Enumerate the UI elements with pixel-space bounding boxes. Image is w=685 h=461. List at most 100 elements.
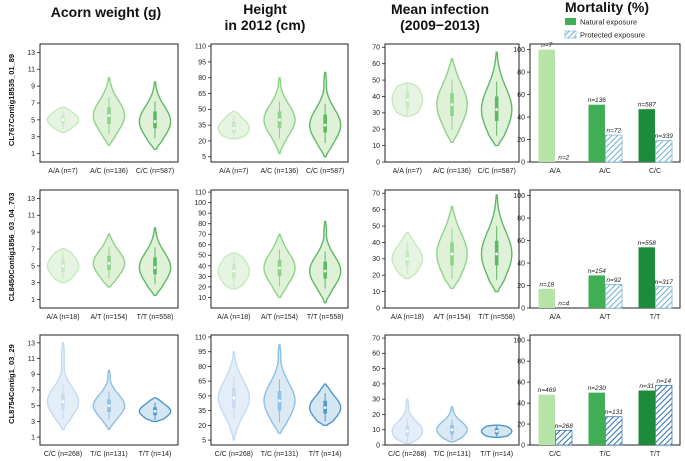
n-label-protected: n=268 [555,423,574,430]
bar-protected-A/C [605,134,623,163]
violin-median [450,252,454,256]
y-tick-label: 10 [372,427,380,434]
n-label-protected: n=4 [558,301,569,308]
x-tick-label: T/T (n=14) [309,451,342,458]
y-tick-label: 30 [198,274,206,281]
y-tick-label: 60 [372,351,380,358]
x-tick-label: T/T (n=558) [307,314,344,321]
panel-r1-c2: 0 10 20 30 40 50 60 70 A/A (n=18) A/T (n=154) T/T … [372,189,520,321]
legend-natural-label: Natural exposure [580,18,637,27]
violin-median [61,118,65,122]
violin-median [61,264,65,268]
x-tick-label: C/C (n=587) [136,168,174,175]
violin-median [495,108,499,111]
y-tick-label: 0 [376,159,380,166]
y-tick-label: 30 [372,110,380,117]
y-tick-label: 3 [31,419,35,426]
legend-protected-label: Protected exposure [580,31,645,40]
y-tick-label: 20 [517,421,525,428]
col-title-mortality: Mortality (%) [565,0,649,15]
x-tick-label: A/C (n=136) [433,168,471,175]
bar-protected-T/C [605,416,623,446]
y-tick-label: 0 [521,442,525,449]
y-tick-label: 7 [31,387,35,394]
y-tick-label: 110 [195,44,206,51]
bar-natural-C/C [538,394,555,445]
violin-median [323,123,327,127]
y-tick-label: 1 [31,151,35,158]
y-tick-label: 30 [372,256,380,263]
x-tick-label: T/C (n=131) [261,451,299,458]
y-tick-label: 5 [202,154,206,161]
panel-r2-c2: 0 10 20 30 40 50 60 70 C/C (n=268) T/C (n=131) T/T… [372,334,520,458]
legend: Natural exposure Protected exposure [564,18,645,40]
n-label-natural: n=558 [638,240,657,247]
violin-box [153,257,157,275]
y-tick-label: 11 [28,67,35,74]
x-tick-label: A/A (n=7) [48,168,77,175]
x-tick-label: A/A [549,168,561,175]
y-tick-label: 35 [198,408,206,415]
x-tick-label: A/C (n=136) [90,168,128,175]
y-tick-label: 70 [372,191,380,198]
n-label-protected: n=92 [606,277,621,284]
bar-protected-T/T [655,286,673,309]
n-label-natural: n=230 [588,385,607,392]
panel-r0-c1: 5 20 35 50 65 80 95 110 A/A (n=7) A/C (n=136) C/C … [195,43,349,175]
x-tick-label: T/C (n=131) [90,451,128,458]
bar-natural-T/T [638,247,655,308]
violin-median [107,404,111,408]
y-tick-label: 9 [31,372,35,379]
y-tick-label: 50 [372,77,380,84]
x-tick-label: A/C [599,168,611,175]
y-tick-label: 110 [195,334,206,341]
y-tick-label: 13 [27,196,35,203]
y-tick-label: 20 [372,412,380,419]
y-tick-label: 65 [198,379,206,386]
x-tick-label: T/T (n=558) [478,314,515,321]
y-tick-label: 40 [517,400,525,407]
y-tick-label: 0 [521,159,525,166]
y-tick-label: 20 [372,127,380,134]
bar-natural-T/T [638,390,655,445]
x-tick-label: C/C (n=268) [44,451,82,458]
y-tick-label: 20 [198,138,206,145]
bar-natural-A/T [588,275,605,308]
x-tick-label: C/C (n=587) [306,168,344,175]
x-tick-label: A/T (n=154) [261,314,298,321]
y-tick-label: 50 [372,366,380,373]
col-title-infection-2: (2009−2013) [400,17,480,33]
y-tick-label: 110 [195,190,206,197]
violin-median [232,396,236,400]
violin-median [495,429,499,433]
y-tick-label: 20 [517,137,525,144]
panel-r0-c3: 0 20 40 60 80 100 n=7 n=2 A/A n=136 n=72 A/C n=587 n=… [513,42,681,175]
y-tick-label: 40 [198,263,206,270]
violin-median [153,120,157,123]
y-tick-label: 9 [31,230,35,237]
row-label-3: CL8754Contig1_03_29 [7,344,16,424]
x-tick-label: T/T [650,451,661,458]
bar-protected-C/C [655,140,673,163]
y-tick-label: 20 [198,284,206,291]
y-tick-label: 0 [376,442,380,449]
y-tick-label: 13 [27,340,35,347]
x-tick-label: A/A (n=18) [46,314,79,321]
legend-natural-swatch [565,18,576,25]
violin-box [323,114,327,133]
y-tick-label: 5 [31,263,35,270]
y-tick-label: 30 [372,397,380,404]
y-tick-label: 40 [372,381,380,388]
x-tick-label: A/A (n=7) [393,168,422,175]
panel-frame [384,43,520,163]
y-tick-label: 60 [517,92,525,99]
bar-protected-T/T [655,384,673,446]
violin-median [323,269,327,273]
y-tick-label: 7 [31,100,35,107]
x-tick-label: C/C (n=268) [388,451,426,458]
y-tick-label: 80 [517,359,525,366]
y-tick-label: 5 [202,437,206,444]
